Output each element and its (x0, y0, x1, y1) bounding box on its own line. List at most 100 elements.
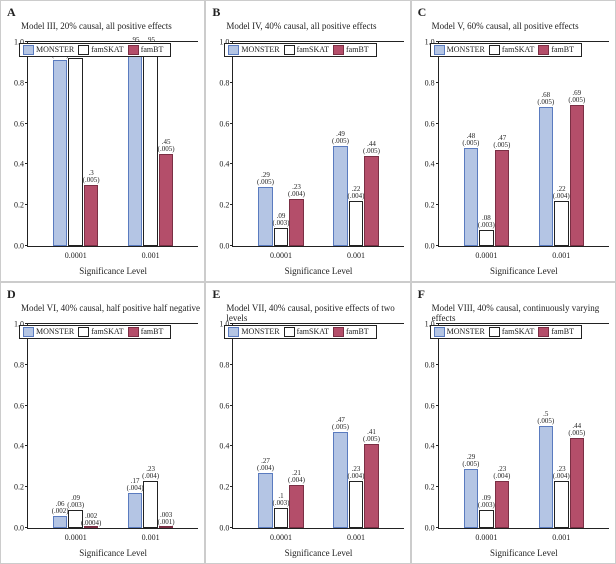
bar-label: .17(.004) (127, 478, 144, 492)
y-tick-mark (436, 204, 439, 205)
legend-swatch (333, 45, 344, 55)
x-tick-label: 0.0001 (475, 533, 497, 542)
bar-fambt (289, 199, 303, 246)
y-tick-mark (436, 163, 439, 164)
y-tick-label: 0.6 (211, 119, 229, 128)
y-tick-mark (25, 204, 28, 205)
bar-fambt (289, 485, 303, 528)
bar-fambt (159, 154, 173, 246)
bar-fambt (84, 185, 98, 246)
y-tick-label: 0.6 (6, 401, 24, 410)
legend-label: famSKAT (502, 327, 534, 336)
y-tick-mark (436, 82, 439, 83)
y-tick-mark (230, 82, 233, 83)
bar-fambt (495, 481, 509, 528)
y-tick-label: 0.4 (211, 442, 229, 451)
y-tick-mark (230, 486, 233, 487)
bar-monster (258, 187, 272, 246)
bar-label: .69(.005) (568, 90, 585, 104)
y-tick-label: 0.6 (6, 119, 24, 128)
x-tick-label: 0.001 (142, 533, 160, 542)
y-tick-label: 0.4 (6, 442, 24, 451)
bar-famskat (349, 201, 363, 246)
bar-fambt (495, 150, 509, 246)
panel-a: AModel III, 20% causal, all positive eff… (0, 0, 205, 282)
y-tick-label: 0.0 (6, 242, 24, 251)
legend-label: famSKAT (91, 327, 123, 336)
y-tick-mark (436, 486, 439, 487)
legend-swatch (489, 45, 500, 55)
y-tick-label: 0.0 (417, 524, 435, 533)
y-tick-mark (25, 445, 28, 446)
y-tick-label: 0.4 (6, 160, 24, 169)
bar-label: .41(.005) (363, 429, 380, 443)
bar-label: .22(.004) (347, 186, 364, 200)
panel-letter: B (212, 5, 220, 20)
legend: MONSTERfamSKATfamBT (430, 43, 582, 57)
bar-monster (258, 473, 272, 528)
legend-swatch (434, 327, 445, 337)
legend-swatch (78, 327, 89, 337)
y-tick-mark (25, 41, 28, 42)
legend-swatch (538, 327, 549, 337)
y-tick-label: 0.6 (211, 401, 229, 410)
y-tick-mark (230, 245, 233, 246)
bar-label: .23(.004) (347, 466, 364, 480)
legend-label: famSKAT (91, 45, 123, 54)
panel-letter: F (418, 287, 425, 302)
legend-swatch (228, 327, 239, 337)
bar-fambt (570, 438, 584, 528)
y-tick-label: 0.2 (211, 201, 229, 210)
legend-swatch (23, 45, 34, 55)
y-tick-label: 0.2 (6, 483, 24, 492)
y-tick-mark (436, 445, 439, 446)
bar-label: .68(.005) (537, 92, 554, 106)
bar-famskat (68, 58, 82, 246)
y-tick-mark (436, 323, 439, 324)
plot-area: 0.00.20.40.60.81.00.00010.001Significanc… (232, 323, 403, 529)
panel-letter: A (7, 5, 16, 20)
y-tick-mark (436, 123, 439, 124)
panel-b: BModel IV, 40% causal, all positive effe… (205, 0, 410, 282)
y-tick-mark (436, 405, 439, 406)
legend-label: famBT (346, 327, 369, 336)
plot-area: 0.00.20.40.60.81.00.00010.001Significanc… (438, 41, 609, 247)
legend: MONSTERfamSKATfamBT (430, 325, 582, 339)
y-tick-mark (25, 364, 28, 365)
y-tick-label: 0.2 (417, 483, 435, 492)
panel-letter: E (212, 287, 220, 302)
panel-letter: C (418, 5, 427, 20)
legend-swatch (434, 45, 445, 55)
bar-label: .45(.005) (158, 139, 175, 153)
plot-area: 0.00.20.40.60.81.00.00010.001Significanc… (27, 323, 198, 529)
legend-label: MONSTER (241, 327, 279, 336)
y-tick-mark (230, 364, 233, 365)
y-tick-mark (230, 163, 233, 164)
x-tick-label: 0.001 (347, 251, 365, 260)
bar-monster (53, 516, 67, 528)
y-tick-label: 0.0 (6, 524, 24, 533)
bar-label: .47(.005) (493, 135, 510, 149)
y-tick-mark (436, 41, 439, 42)
y-tick-label: 0.4 (417, 442, 435, 451)
x-tick-label: 0.0001 (270, 251, 292, 260)
plot-area: 0.00.20.40.60.81.00.00010.001Significanc… (27, 41, 198, 247)
bar-famskat (479, 230, 493, 246)
y-tick-label: 0.4 (211, 160, 229, 169)
panel-c: CModel V, 60% causal, all positive effec… (411, 0, 616, 282)
legend-swatch (284, 45, 295, 55)
bar-label: .23(.004) (142, 466, 159, 480)
bar-label: .09(.003) (67, 495, 84, 509)
bar-label: .09(.003) (273, 213, 290, 227)
y-tick-label: 0.0 (417, 242, 435, 251)
bar-famskat (554, 201, 568, 246)
bar-monster (333, 146, 347, 246)
x-axis-title: Significance Level (79, 266, 147, 276)
bar-famskat (349, 481, 363, 528)
x-tick-label: 0.001 (552, 251, 570, 260)
bar-label: .47(.005) (332, 417, 349, 431)
y-tick-mark (25, 245, 28, 246)
legend-label: famSKAT (297, 327, 329, 336)
legend-swatch (128, 327, 139, 337)
x-tick-label: 0.001 (552, 533, 570, 542)
